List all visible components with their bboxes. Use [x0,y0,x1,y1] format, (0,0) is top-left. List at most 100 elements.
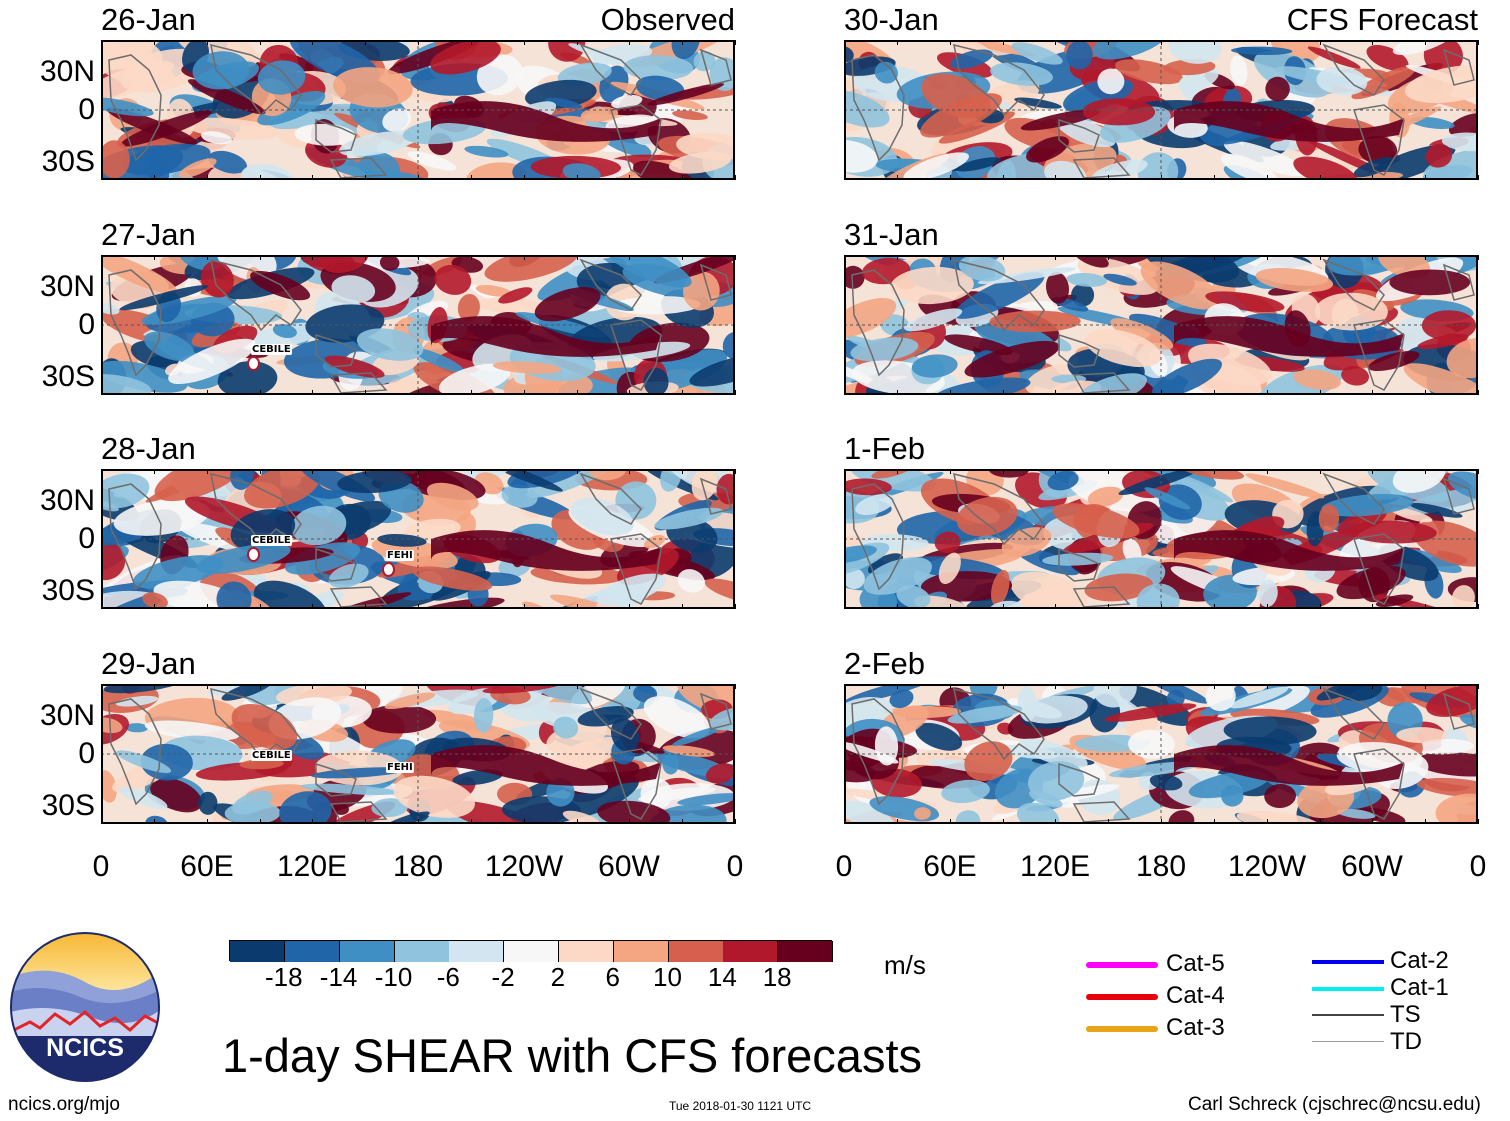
tick [844,175,845,180]
tick [1478,469,1479,474]
lon-label: 120W [1227,850,1307,883]
tick [1003,175,1004,180]
colorbar-tick-label: -6 [436,962,460,992]
tick [1003,604,1004,609]
tick [1214,255,1215,260]
colorbar-tick-label: 18 [762,962,792,992]
tick [154,604,155,609]
shear-field [101,684,735,824]
tick [1478,604,1479,609]
tick [1372,469,1373,474]
footer-url[interactable]: ncics.org/mjo [8,1094,120,1115]
shear-map [101,40,735,180]
tick [207,175,208,180]
panel-date: 27-Jan [101,217,196,252]
lat-label: 30S [41,574,95,607]
tick [1267,175,1268,180]
tick [682,469,683,474]
colorbar-cell [449,941,505,962]
tick [1372,255,1373,260]
tick [154,469,155,474]
tick [844,255,845,260]
tick [629,390,630,395]
tick [1478,390,1479,395]
tick [154,40,155,45]
tick [1320,40,1321,45]
legend-swatch [1086,994,1158,1000]
tick [1161,684,1162,689]
tick [844,604,845,609]
colorbar-cell [284,941,340,962]
tick [154,390,155,395]
tick [524,684,525,689]
lon-label: 180 [392,850,444,883]
lon-label: 120E [276,850,348,883]
tick [312,390,313,395]
colorbar-tick-label: -10 [374,962,413,992]
tick [365,469,366,474]
tick [1055,390,1056,395]
tick [577,819,578,824]
tick [735,175,736,180]
tick [101,390,102,395]
tick [1425,175,1426,180]
tick [1108,684,1109,689]
tick [1425,684,1426,689]
tick [1267,684,1268,689]
panel-date: 30-Jan [844,2,939,37]
tick [950,40,951,45]
tick [844,819,845,824]
lon-label: 60W [1341,850,1403,883]
tick [1425,819,1426,824]
colorbar-cell [504,941,560,962]
tick [682,604,683,609]
tick [418,819,419,824]
tick [471,604,472,609]
tick [735,390,736,395]
tick [1108,255,1109,260]
tick [629,604,630,609]
panel-date: 28-Jan [101,431,196,466]
storm-label: FEHI [386,762,414,773]
tick [154,175,155,180]
colorbar-tick-label: 14 [707,962,737,992]
tick [524,40,525,45]
storm-label: CEBILE [251,750,292,761]
lat-label: 30N [39,699,95,732]
lon-label: 120W [484,850,564,883]
tick [312,255,313,260]
tick [1320,390,1321,395]
lat-label: 30S [41,789,95,822]
tick [682,175,683,180]
tick [1478,175,1479,180]
shear-map [844,40,1478,180]
tick [312,819,313,824]
legend-swatch [1312,987,1384,991]
legend-label: Cat-3 [1166,1014,1225,1041]
legend-label: Cat-1 [1390,974,1449,1001]
tick [897,255,898,260]
tick [897,469,898,474]
tick [207,469,208,474]
tick [312,40,313,45]
tick [260,40,261,45]
tick [735,819,736,824]
lat-label: 30N [39,270,95,303]
lon-label: 180 [1135,850,1187,883]
lon-label: 60E [180,850,234,883]
tick [897,819,898,824]
panel-date: 29-Jan [101,646,196,681]
tick [1161,255,1162,260]
tick [577,604,578,609]
storm-label: CEBILE [251,535,292,546]
tick [1055,604,1056,609]
shear-map [844,255,1478,395]
tick [1055,175,1056,180]
tick [577,390,578,395]
tick [418,684,419,689]
tick [950,469,951,474]
tick [629,255,630,260]
legend-label: Cat-4 [1166,982,1225,1009]
tick [1161,390,1162,395]
legend-label: TD [1390,1028,1422,1055]
